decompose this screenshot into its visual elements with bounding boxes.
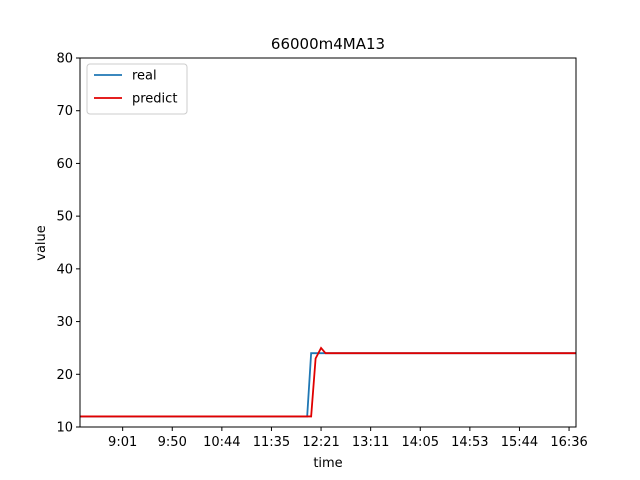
- x-tick-label: 11:35: [253, 435, 290, 450]
- y-tick-label: 30: [56, 315, 73, 330]
- x-tick-label: 9:01: [108, 435, 137, 450]
- x-tick-label: 15:44: [501, 435, 538, 450]
- x-tick-label: 14:53: [451, 435, 488, 450]
- y-tick-label: 50: [56, 210, 73, 225]
- x-tick-label: 14:05: [402, 435, 439, 450]
- series-line-predict: [80, 346, 576, 418]
- legend-label-real: real: [132, 69, 157, 84]
- x-tick-label: 9:50: [158, 435, 187, 450]
- y-axis-label: value: [34, 225, 49, 261]
- x-tick-label: 13:11: [352, 435, 389, 450]
- y-tick-label: 60: [56, 157, 73, 172]
- x-tick-label: 12:21: [302, 435, 339, 450]
- legend-label-predict: predict: [132, 92, 177, 107]
- y-tick-label: 20: [56, 368, 73, 383]
- legend: real predict: [86, 63, 188, 115]
- y-tick-label: 70: [56, 104, 73, 119]
- x-tick-label: 10:44: [203, 435, 240, 450]
- x-axis-label: time: [313, 456, 342, 471]
- y-tick-label: 40: [56, 262, 73, 277]
- legend-box: [86, 63, 188, 115]
- chart-title: 66000m4MA13: [271, 35, 385, 53]
- x-tick-label: 16:36: [550, 435, 587, 450]
- y-tick-label: 10: [56, 421, 73, 436]
- plot-area: 10 20 30 40 50 60 70 80 9:01 9:50 10:44 11:35 12:21 1…: [56, 52, 587, 451]
- y-tick-label: 80: [56, 52, 73, 67]
- plot-frame: [79, 57, 577, 428]
